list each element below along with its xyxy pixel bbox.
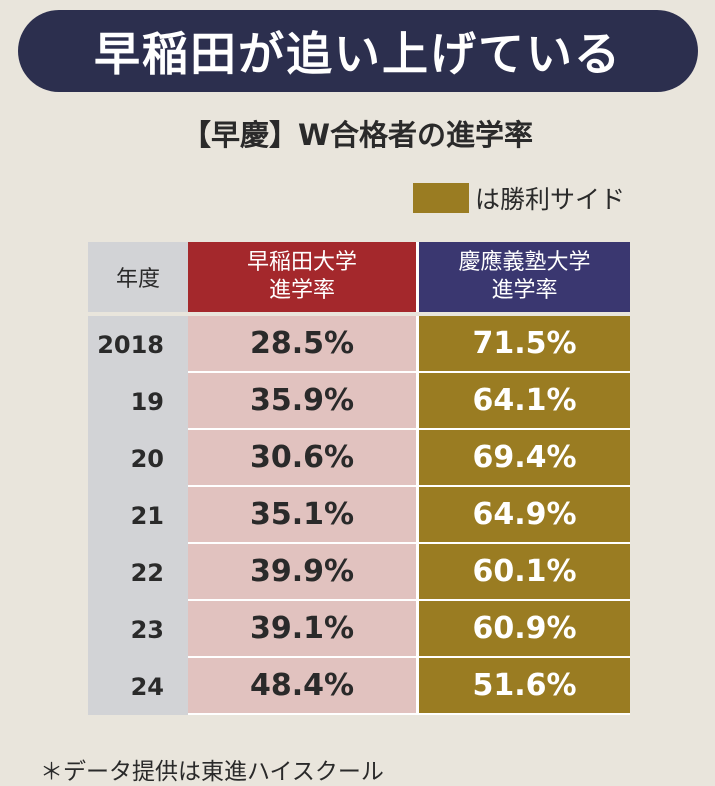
table-cell: 39.9% [188,544,416,601]
table-cell: 60.1% [416,544,630,601]
header-text: 進学率 [268,278,335,303]
table-row: 22 39.9% 60.1% [88,544,630,601]
header-text: 進学率 [491,278,558,303]
table-row: 19 35.9% 64.1% [88,373,630,430]
table-cell: 35.9% [188,373,416,430]
table-cell: 39.1% [188,601,416,658]
footnote: ＊データ提供は東進ハイスクール [40,759,384,785]
legend-label: は勝利サイド [475,185,626,214]
table-row: 23 39.1% 60.9% [88,601,630,658]
table-cell: 30.6% [188,430,416,487]
legend-swatch [413,183,469,213]
legend: は勝利サイド [413,180,625,216]
header-text: 早稲田大学 [246,250,357,275]
table-cell: 69.4% [416,430,630,487]
header-cell: 早稲田大学 進学率 [188,242,416,312]
table-cell: 22 [88,544,188,601]
table-cell: 71.5% [416,316,630,373]
header-cell: 慶應義塾大学 進学率 [416,242,630,312]
table-cell: 51.6% [416,658,630,715]
table-cell: 64.1% [416,373,630,430]
table-cell: 60.9% [416,601,630,658]
headline: 早稲田が追い上げている [18,10,698,92]
table-cell: 2018 [88,316,188,373]
table-row: 2018 28.5% 71.5% [88,316,630,373]
table-row: 21 35.1% 64.9% [88,487,630,544]
header-row: 年度 早稲田大学 進学率 慶應義塾大学 進学率 [88,242,630,312]
table-cell: 21 [88,487,188,544]
table-cell: 64.9% [416,487,630,544]
table-cell: 23 [88,601,188,658]
table-cell: 20 [88,430,188,487]
header-text: 慶應義塾大学 [458,250,591,275]
table-row: 24 48.4% 51.6% [88,658,630,715]
subtitle: 【早慶】W合格者の進学率 [182,118,533,152]
table: 年度 早稲田大学 進学率 慶應義塾大学 進学率 2018 28.5% 71.5% 19 35.9%… [88,242,630,715]
table-cell: 24 [88,658,188,715]
table-cell: 48.4% [188,658,416,715]
table-row: 20 30.6% 69.4% [88,430,630,487]
table-cell: 19 [88,373,188,430]
header-cell: 年度 [88,242,188,312]
table-cell: 28.5% [188,316,416,373]
header-text: 年度 [115,267,160,292]
table-cell: 35.1% [188,487,416,544]
